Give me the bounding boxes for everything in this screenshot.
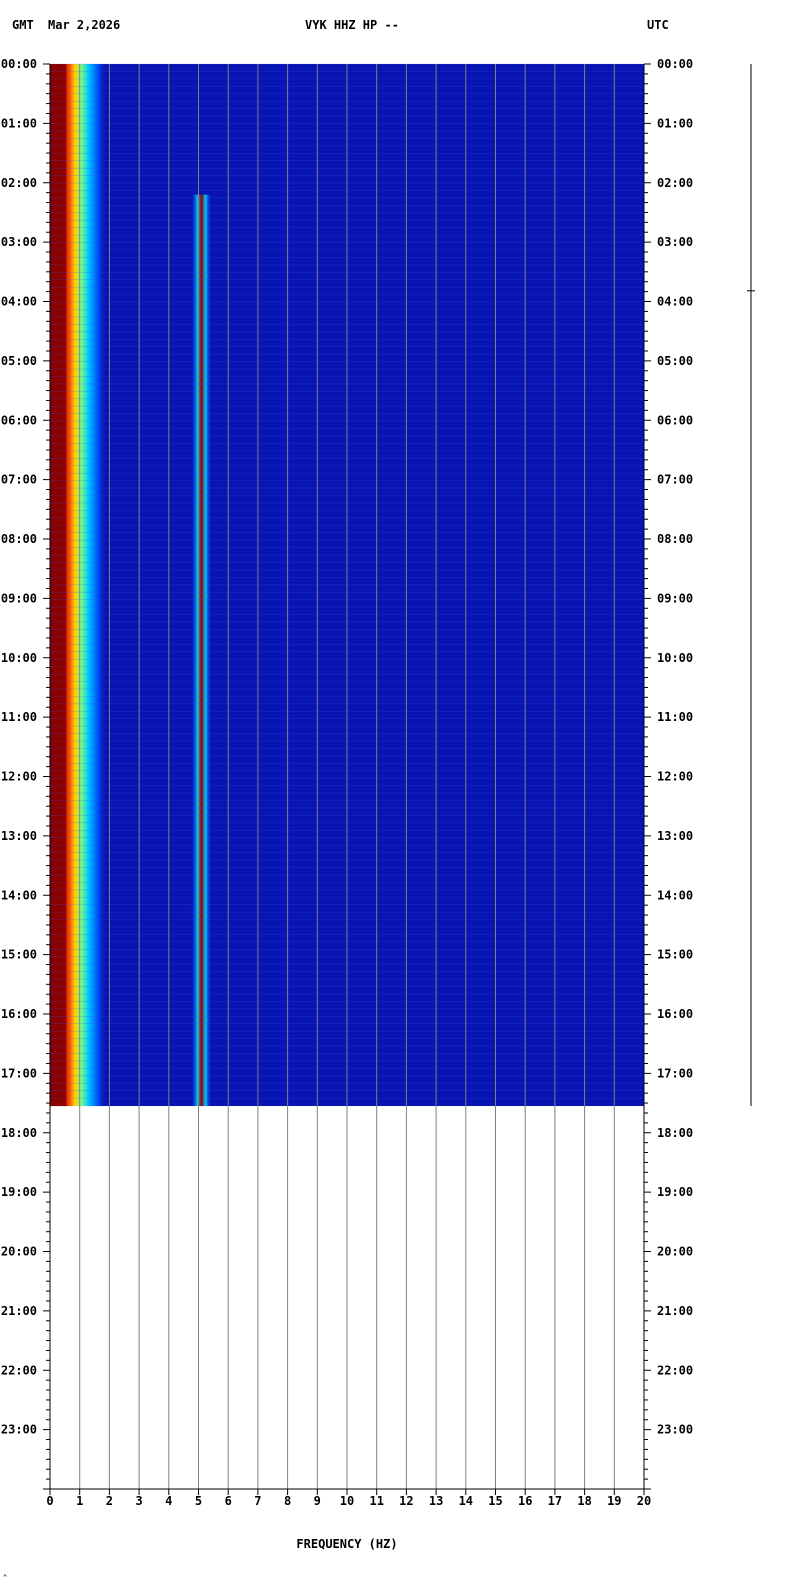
y-tick-label-left: 22:00 [1,1363,37,1377]
y-tick-label-right: 01:00 [657,116,693,130]
x-tick-label: 19 [607,1494,621,1508]
y-tick-label-right: 11:00 [657,710,693,724]
y-tick-label-left: 13:00 [1,829,37,843]
y-tick-label-left: 01:00 [1,116,37,130]
x-tick-label: 4 [165,1494,172,1508]
y-tick-label-left: 10:00 [1,651,37,665]
y-tick-label-right: 22:00 [657,1363,693,1377]
header-station: VYK HHZ HP -- [305,18,399,32]
y-tick-label-right: 23:00 [657,1423,693,1437]
y-tick-label-left: 21:00 [1,1304,37,1318]
y-tick-label-left: 17:00 [1,1066,37,1080]
x-tick-label: 0 [46,1494,53,1508]
y-tick-label-right: 07:00 [657,473,693,487]
y-tick-label-right: 15:00 [657,948,693,962]
y-tick-label-left: 15:00 [1,948,37,962]
y-tick-label-right: 21:00 [657,1304,693,1318]
x-tick-label: 16 [518,1494,532,1508]
y-tick-label-right: 04:00 [657,295,693,309]
x-tick-label: 3 [135,1494,142,1508]
x-tick-label: 18 [577,1494,591,1508]
y-tick-label-right: 06:00 [657,413,693,427]
y-tick-label-left: 11:00 [1,710,37,724]
x-tick-label: 14 [459,1494,473,1508]
y-tick-label-right: 16:00 [657,1007,693,1021]
y-tick-label-right: 05:00 [657,354,693,368]
y-tick-label-right: 03:00 [657,235,693,249]
x-tick-label: 9 [314,1494,321,1508]
persistent-frequency-band [191,194,212,1107]
y-tick-label-left: 04:00 [1,295,37,309]
x-tick-label: 15 [488,1494,502,1508]
low-frequency-saturation [50,64,67,1107]
y-tick-label-left: 20:00 [1,1245,37,1259]
y-tick-label-right: 20:00 [657,1245,693,1259]
x-tick-label: 11 [369,1494,383,1508]
y-tick-label-left: 16:00 [1,1007,37,1021]
y-tick-label-right: 12:00 [657,770,693,784]
y-tick-label-right: 18:00 [657,1126,693,1140]
y-tick-label-right: 02:00 [657,176,693,190]
y-tick-label-left: 19:00 [1,1185,37,1199]
y-tick-label-right: 08:00 [657,532,693,546]
x-tick-label: 7 [254,1494,261,1508]
corner-mark: ^ [3,1574,8,1582]
x-tick-label: 13 [429,1494,443,1508]
x-tick-label: 5 [195,1494,202,1508]
header-right-label: UTC [647,18,669,32]
y-tick-label-left: 08:00 [1,532,37,546]
x-tick-label: 10 [340,1494,354,1508]
header-date: Mar 2,2026 [48,18,121,32]
x-tick-label: 8 [284,1494,291,1508]
y-tick-label-left: 06:00 [1,413,37,427]
y-tick-label-right: 13:00 [657,829,693,843]
y-tick-label-left: 02:00 [1,176,37,190]
y-tick-label-right: 17:00 [657,1066,693,1080]
y-tick-label-right: 09:00 [657,591,693,605]
y-tick-label-left: 23:00 [1,1423,37,1437]
x-tick-label: 6 [225,1494,232,1508]
x-tick-label: 1 [76,1494,83,1508]
y-tick-label-left: 00:00 [1,57,37,71]
y-tick-label-left: 05:00 [1,354,37,368]
x-tick-label: 2 [106,1494,113,1508]
x-tick-label: 12 [399,1494,413,1508]
y-tick-label-left: 14:00 [1,888,37,902]
y-tick-label-right: 14:00 [657,888,693,902]
y-tick-label-left: 03:00 [1,235,37,249]
x-tick-label: 20 [637,1494,651,1508]
x-axis-title: FREQUENCY (HZ) [296,1537,398,1551]
y-tick-label-right: 10:00 [657,651,693,665]
y-tick-label-left: 12:00 [1,770,37,784]
y-tick-label-right: 00:00 [657,57,693,71]
y-tick-label-left: 07:00 [1,473,37,487]
y-tick-label-right: 19:00 [657,1185,693,1199]
header-left-label: GMT [12,18,34,32]
y-tick-label-left: 18:00 [1,1126,37,1140]
y-tick-label-left: 09:00 [1,591,37,605]
x-tick-label: 17 [548,1494,562,1508]
